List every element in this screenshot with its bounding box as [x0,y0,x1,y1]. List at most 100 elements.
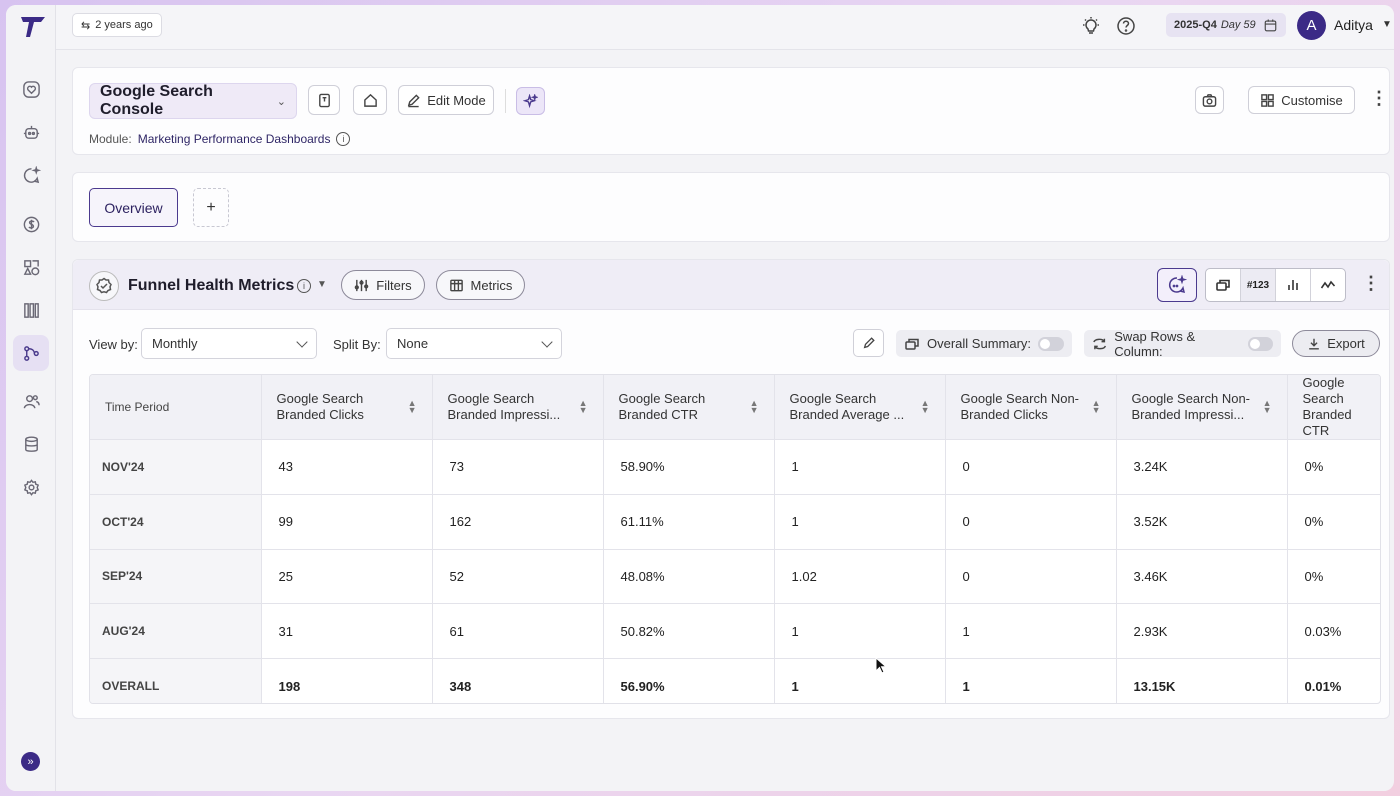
edit-mode-button[interactable]: Edit Mode [398,85,494,115]
table-row[interactable]: AUG'24 31 61 50.82% 1 1 2.93K 0.03% [90,603,1380,660]
pencil-icon [408,93,420,107]
widget-header: Funnel Health Metrics i ▼ Filters Metric… [73,260,1389,310]
view-switcher: #123 [1205,268,1346,302]
table-cell: 3.24K [1116,439,1288,495]
filters-label: Filters [376,277,412,293]
table-icon [449,279,463,291]
home-button[interactable] [353,85,387,115]
split-by-label: Split By: [333,337,381,352]
table-row[interactable]: OCT'24 99 162 61.11% 1 0 3.52K 0% [90,494,1380,550]
table-cell: 61.11% [603,494,775,550]
help-icon[interactable] [1115,15,1137,37]
sidebar-item-ai-chat[interactable] [13,157,49,193]
overall-summary-control[interactable]: Overall Summary: [896,330,1072,357]
module-link[interactable]: Marketing Performance Dashboards [137,132,331,146]
chevron-down-icon[interactable]: ▼ [317,279,327,290]
format-button[interactable] [853,329,884,357]
sort-icon[interactable]: ▲ ▼ [578,398,588,415]
info-icon[interactable]: i [336,132,351,146]
swap-rows-control[interactable]: Swap Rows & Column: [1084,329,1281,359]
sidebar-item-bot[interactable] [13,114,49,150]
grid-icon [1261,93,1275,107]
sidebar-item-boards[interactable] [13,292,49,328]
column-header[interactable]: Google Search Branded CTR ▲ ▼ [603,375,775,440]
avatar[interactable]: A [1297,11,1326,40]
sort-icon[interactable]: ▲ ▼ [920,398,930,415]
table-cell: 43 [261,439,433,495]
table-row[interactable]: NOV'24 43 73 58.90% 1 0 3.24K 0% [90,439,1380,495]
theme-toggle-icon[interactable] [1080,15,1102,37]
edit-mode-label: Edit Mode [427,92,486,108]
ai-assist-button[interactable] [516,87,545,115]
table-total-row[interactable]: OVERALL 198 348 56.90% 1 1 13.15K 0.01% [90,658,1380,703]
snapshot-button[interactable] [1195,86,1224,114]
view-number-button[interactable]: #123 [1241,269,1276,301]
column-header-text: Time Period [105,400,170,414]
swap-toggle[interactable] [1248,336,1273,351]
view-by-select[interactable]: Monthly [141,328,317,359]
sidebar-item-revenue[interactable] [13,206,49,242]
view-line-chart-button[interactable] [1311,269,1345,301]
table-cell: 1.02 [774,549,946,605]
dollar-circle-icon [23,216,39,232]
chevron-down-icon[interactable]: ▼ [1382,19,1392,30]
sort-icon[interactable]: ▲ ▼ [1091,398,1101,415]
add-tab-button[interactable]: + [193,188,229,227]
customise-label: Customise [1281,92,1343,108]
column-header[interactable]: Google Search Non-Branded Impressi... ▲ ▼ [1116,375,1288,440]
customise-button[interactable]: Customise [1248,86,1355,114]
overall-summary-toggle[interactable] [1038,336,1065,351]
sidebar-item-dashboards[interactable] [13,335,49,371]
sidebar-item-database[interactable] [13,426,49,462]
dashboard-header-card: Google Search Console ⌄ Edit Mode Custom… [72,67,1390,155]
view-by-value: Monthly [152,336,198,351]
table-cell: 1 [774,658,946,703]
widget-more-options-icon[interactable]: ⋮ [1362,273,1380,293]
column-header-text: Google Search Non-Branded Impressi... [1131,391,1251,422]
last-updated-badge[interactable]: ⇆ 2 years ago [72,13,162,37]
sidebar-item-users[interactable] [13,383,49,419]
view-card-button[interactable] [1206,269,1241,301]
sort-icon[interactable]: ▲ ▼ [749,398,759,415]
table-cell: NOV'24 [90,439,262,495]
column-header[interactable]: Time Period [90,375,262,440]
info-icon[interactable]: i [297,279,311,293]
metrics-button[interactable]: Metrics [436,270,525,300]
sort-icon[interactable]: ▲ ▼ [1262,398,1272,415]
sidebar-item-shapes[interactable] [13,249,49,285]
bookmark-button[interactable] [308,85,340,115]
ai-insights-button[interactable] [1157,268,1197,302]
column-header[interactable]: Google Search Branded Impressi... ▲ ▼ [432,375,604,440]
table-cell: 1 [774,494,946,550]
tab-overview[interactable]: Overview [89,188,178,227]
more-options-icon[interactable]: ⋮ [1370,88,1388,108]
sidebar-item-favorites[interactable] [13,71,49,107]
column-header[interactable]: Google Search Non-Branded Clicks ▲ ▼ [945,375,1117,440]
widget-title: Funnel Health Metrics [128,277,295,294]
home-icon [363,93,377,107]
sidebar-item-settings[interactable] [13,469,49,505]
table-row[interactable]: SEP'24 25 52 48.08% 1.02 0 3.46K 0% [90,549,1380,605]
table-cell: 31 [261,603,433,660]
users-icon [23,394,40,408]
chevron-down-icon [541,335,553,348]
user-name[interactable]: Aditya [1334,17,1373,33]
brand-logo[interactable] [20,16,46,38]
table-cell: 61 [432,603,604,660]
column-header[interactable]: Google Search Branded CTR [1287,375,1380,440]
day-label: Day 59 [1220,19,1256,31]
table-cell: 0 [945,439,1117,495]
fiscal-period-badge[interactable]: 2025-Q4 Day 59 [1166,13,1286,37]
export-button[interactable]: Export [1292,330,1380,357]
table-header-row: Time Period Google Search Branded Clicks… [90,375,1380,440]
column-header[interactable]: Google Search Branded Average ... ▲ ▼ [774,375,946,440]
sort-icon[interactable]: ▲ ▼ [407,398,417,415]
column-header[interactable]: Google Search Branded Clicks ▲ ▼ [261,375,433,440]
stacked-cards-icon [905,338,919,350]
expand-sidebar-icon[interactable]: » [21,752,40,771]
overall-summary-label: Overall Summary: [927,336,1032,351]
view-bar-chart-button[interactable] [1276,269,1311,301]
filters-button[interactable]: Filters [341,270,425,300]
split-by-select[interactable]: None [386,328,562,359]
dashboard-selector[interactable]: Google Search Console ⌄ [89,83,297,119]
